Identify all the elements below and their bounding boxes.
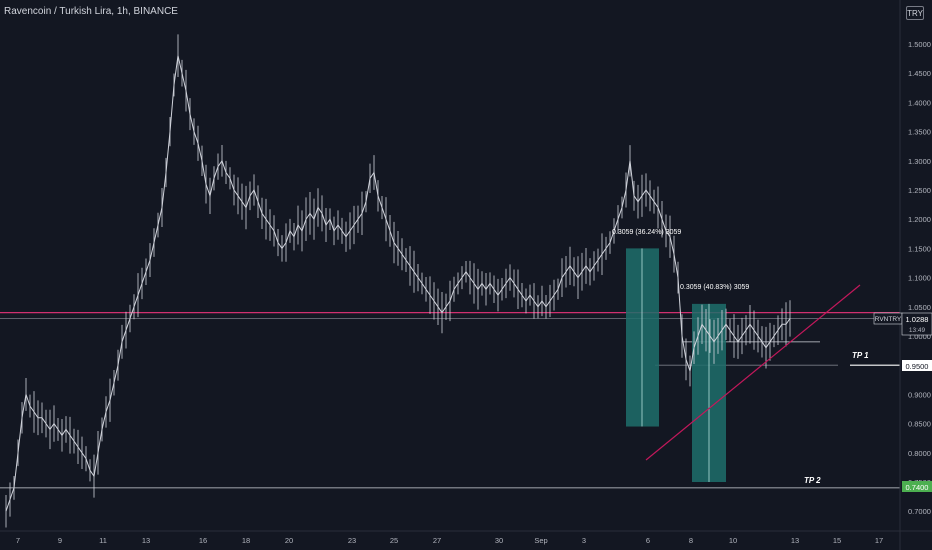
x-tick-label: 10 [729,536,737,545]
y-tick-label: 1.3000 [908,157,931,166]
y-tick-label: 1.2000 [908,215,931,224]
y-tick-label: 1.1500 [908,244,931,253]
y-tick-label: 1.2500 [908,186,931,195]
symbol-badge-text: RVNTRY [875,316,902,323]
last-price-text: 1.0288 [906,315,929,324]
measure-label-1: 0.3059 (36.24%) 3059 [612,229,681,236]
measure-label-2: 0.3059 (40.83%) 3059 [680,284,749,291]
price-series-line [5,55,791,512]
ascending-trendline [645,284,861,461]
tp2-price-badge [902,481,932,492]
x-tick-label: 27 [433,536,441,545]
x-tick-label: 13 [791,536,799,545]
x-tick-label: 16 [199,536,207,545]
y-tick-label: 0.8000 [908,449,931,458]
x-tick-label: Sep [534,536,547,545]
tp2-price-text: 0.7400 [906,483,929,492]
tp2-label: TP 2 [804,476,821,485]
y-tick-label: 0.9000 [908,390,931,399]
x-tick-label: 15 [833,536,841,545]
x-tick-label: 9 [58,536,62,545]
chart-title: Ravencoin / Turkish Lira, 1h, BINANCE [4,6,178,17]
last-price-badge [901,312,932,336]
y-tick-label: 0.8500 [908,420,931,429]
y-tick-label: 1.5000 [908,40,931,49]
x-tick-label: 6 [646,536,650,545]
x-tick-label: 17 [875,536,883,545]
y-tick-label: 1.1000 [908,274,931,283]
x-tick-label: 18 [242,536,250,545]
tp1-price-badge [902,360,932,371]
currency-button[interactable]: TRY [906,6,924,20]
measure-box-1 [626,248,659,427]
tp1-label: TP 1 [852,351,869,360]
x-tick-label: 30 [495,536,503,545]
x-tick-label: 23 [348,536,356,545]
countdown-text: 13:49 [909,327,926,334]
x-tick-label: 11 [99,536,107,545]
x-tick-label: 8 [689,536,693,545]
y-tick-label: 1.0000 [908,332,931,341]
y-tick-label: 0.7000 [908,507,931,516]
y-tick-label: 1.3500 [908,128,931,137]
y-tick-label: 1.0500 [908,303,931,312]
x-tick-label: 7 [16,536,20,545]
x-tick-label: 3 [582,536,586,545]
x-tick-label: 25 [390,536,398,545]
x-tick-label: 13 [142,536,150,545]
x-tick-label: 20 [285,536,293,545]
y-tick-label: 1.4000 [908,98,931,107]
y-tick-label: 1.4500 [908,69,931,78]
tp1-price-text: 0.9500 [906,362,929,371]
